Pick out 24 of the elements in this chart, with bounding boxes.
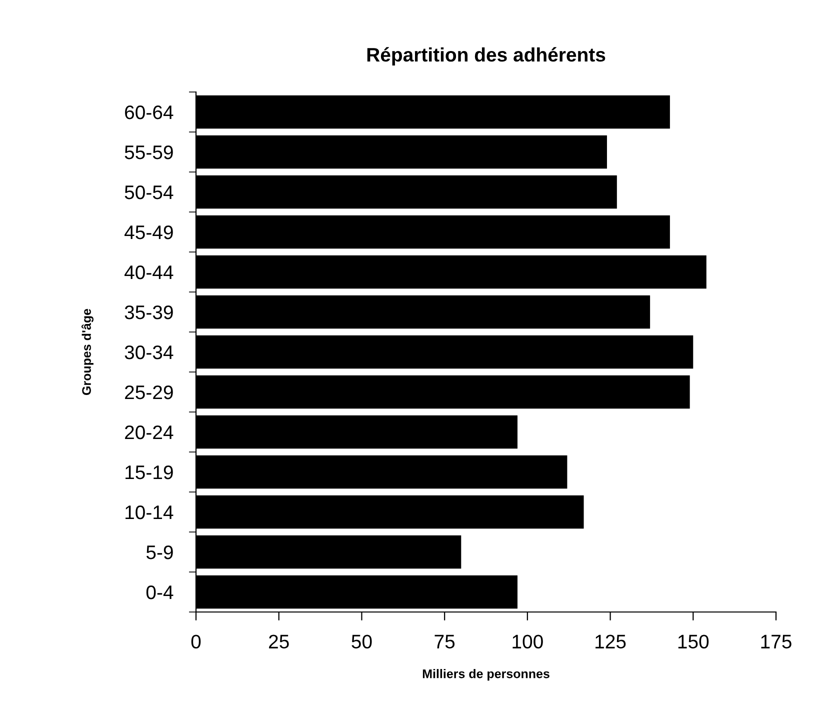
y-tick-label: 30-34 [124,345,174,360]
y-tick-label: 15-19 [126,465,173,480]
y-tick-label: 10-14 [126,505,174,520]
y-tick-label: 25-29 [125,385,173,400]
x-tick-label: 100 [512,634,543,649]
y-tick-label: 35-39 [124,305,173,320]
x-tick-label: 50 [352,634,372,649]
x-tick-label: 150 [678,634,709,649]
x-tick-label: 175 [761,634,792,649]
y-tick-label: 5-9 [146,545,173,560]
y-tick-label: 40-44 [124,265,174,280]
y-tick-label: 60-64 [125,105,174,120]
y-tick-label: 20-24 [125,425,174,440]
x-tick-label: 0 [191,634,201,649]
x-tick-label: 125 [596,634,626,649]
x-axis-title: Milliers de personnes [422,669,550,681]
y-tick-label: 45-49 [124,225,173,240]
x-tick-label: 75 [434,634,455,649]
y-tick-label: 55-59 [124,145,173,160]
y-tick-label: 0-4 [146,585,174,600]
y-tick-label: 50-54 [124,185,174,200]
x-tick-label: 25 [269,634,289,649]
chart-title: Répartition des adhérents [367,47,606,66]
y-axis-title: Groupes d'âge [82,308,94,395]
